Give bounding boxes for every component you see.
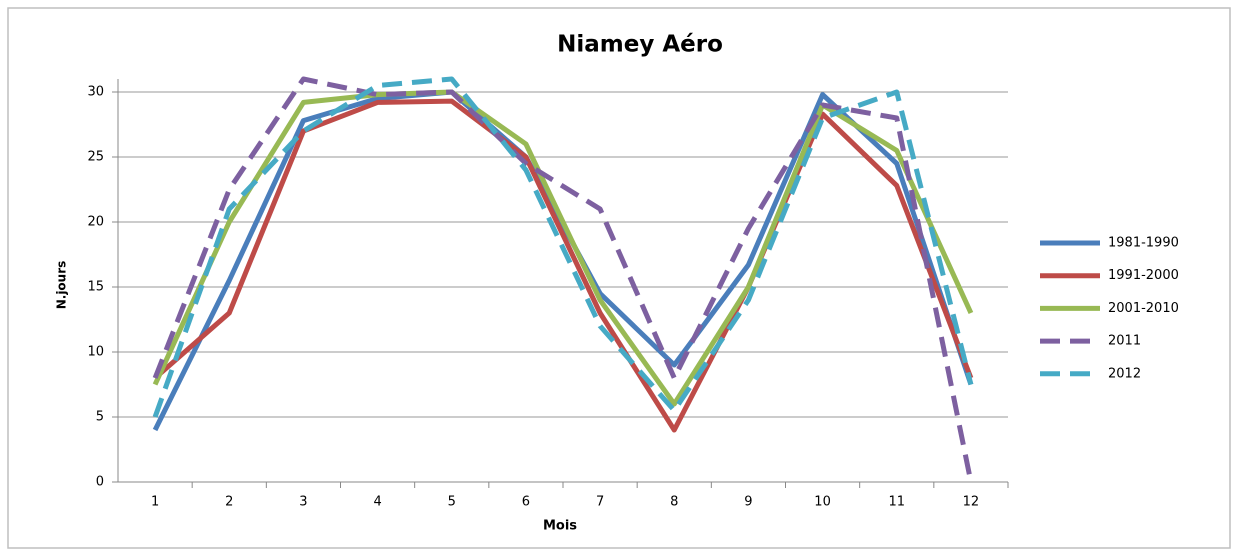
x-tick-label: 10 bbox=[814, 495, 831, 510]
x-axis-label: Mois bbox=[543, 519, 577, 534]
x-tick-label: 3 bbox=[299, 495, 307, 510]
series-line bbox=[152, 76, 974, 483]
y-tick-label: 5 bbox=[96, 410, 104, 425]
x-tick-label: 2 bbox=[225, 495, 233, 510]
x-tick-label: 7 bbox=[596, 495, 604, 510]
y-tick-label: 0 bbox=[96, 475, 104, 490]
chart-frame bbox=[7, 7, 1231, 549]
x-tick-label: 5 bbox=[448, 495, 456, 510]
x-tick-label: 12 bbox=[963, 495, 980, 510]
y-tick-label: 30 bbox=[87, 85, 104, 100]
x-tick-label: 1 bbox=[151, 495, 159, 510]
y-tick-label: 20 bbox=[87, 215, 104, 230]
x-tick-label: 11 bbox=[888, 495, 905, 510]
series-line bbox=[152, 76, 974, 418]
y-tick-label: 15 bbox=[87, 280, 104, 295]
legend-label: 1981-1990 bbox=[1108, 236, 1179, 251]
chart-title: Niamey Aéro bbox=[557, 32, 723, 58]
y-tick-label: 25 bbox=[87, 150, 104, 165]
y-axis-label: N.jours bbox=[55, 261, 69, 310]
x-tick-label: 8 bbox=[670, 495, 678, 510]
legend-label: 2011 bbox=[1108, 334, 1141, 349]
series-line bbox=[153, 98, 974, 433]
legend-label: 2012 bbox=[1108, 366, 1141, 381]
legend-label: 1991-2000 bbox=[1108, 268, 1179, 283]
x-tick-label: 4 bbox=[373, 495, 381, 510]
x-tick-label: 9 bbox=[744, 495, 752, 510]
y-tick-label: 10 bbox=[87, 345, 104, 360]
legend-label: 2001-2010 bbox=[1108, 301, 1179, 316]
x-tick-label: 6 bbox=[522, 495, 530, 510]
